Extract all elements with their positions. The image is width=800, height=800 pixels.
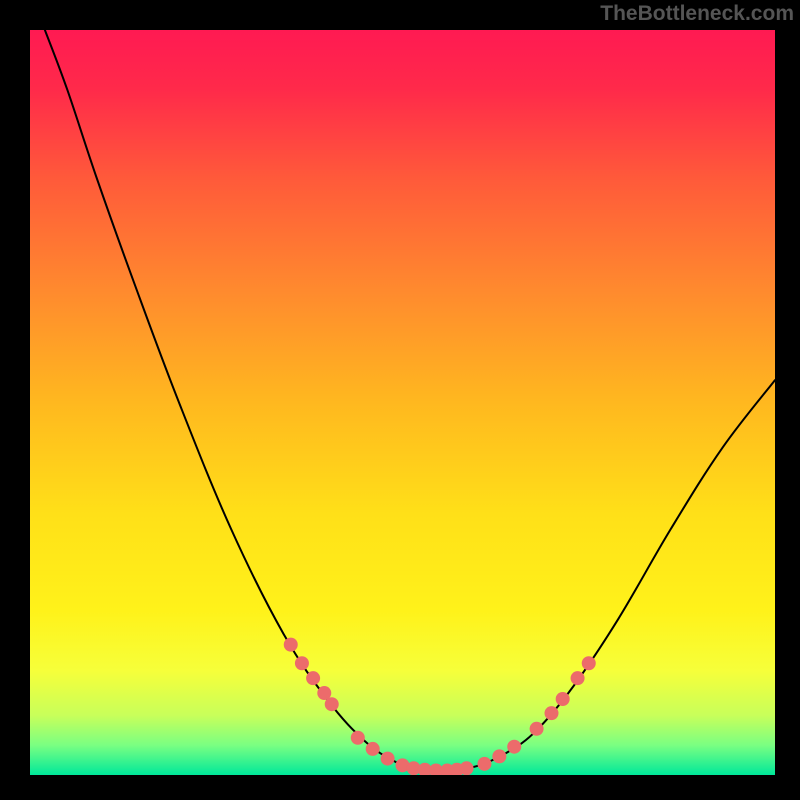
marker-dot <box>582 656 596 670</box>
marker-dot <box>492 749 506 763</box>
marker-dot <box>366 742 380 756</box>
marker-dot <box>351 731 365 745</box>
marker-dot <box>325 697 339 711</box>
marker-dot <box>295 656 309 670</box>
marker-dot <box>284 638 298 652</box>
marker-dot <box>530 722 544 736</box>
marker-dot <box>556 692 570 706</box>
marker-dot <box>545 706 559 720</box>
marker-dot <box>571 671 585 685</box>
chart-stage: TheBottleneck.com <box>0 0 800 800</box>
gradient-background <box>30 30 775 775</box>
marker-dot <box>477 757 491 771</box>
chart-svg <box>30 30 775 775</box>
plot-area <box>30 30 775 775</box>
marker-dot <box>381 752 395 766</box>
watermark-text: TheBottleneck.com <box>600 2 794 26</box>
marker-dot <box>507 740 521 754</box>
marker-dot <box>306 671 320 685</box>
marker-dot <box>460 761 474 775</box>
